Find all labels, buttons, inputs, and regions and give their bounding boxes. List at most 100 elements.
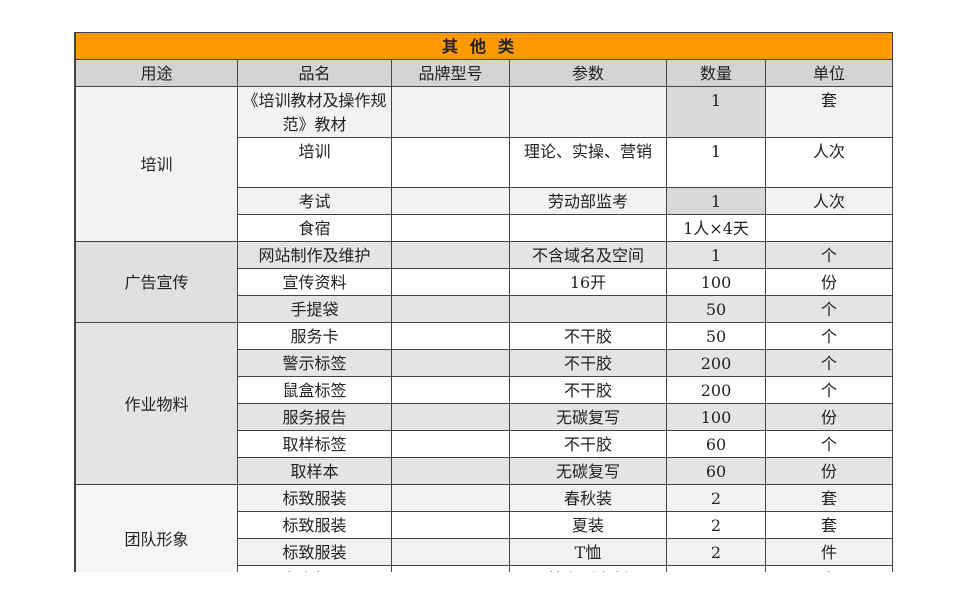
header-item: 品名 [237, 59, 392, 87]
table-row: 取样标签 不干胶 60 个 [76, 430, 892, 458]
unit-cell: 个 [764, 349, 892, 377]
brand-cell [391, 137, 510, 188]
unit-cell: 个 [764, 376, 892, 404]
brand-cell [391, 376, 510, 404]
table-row: 团队形象 标致服装 春秋装 2 套 [75, 484, 892, 572]
brand-cell [391, 268, 510, 296]
param-cell: 按车型定制 [509, 565, 667, 572]
param-cell: 春秋装 [509, 484, 667, 512]
item-cell: 食宿 [237, 214, 392, 242]
brand-cell [391, 430, 510, 458]
unit-cell: 个 [764, 322, 892, 350]
unit-cell: 套 [764, 484, 892, 512]
header-unit: 单位 [764, 59, 892, 87]
table-row: 考试 劳动部监考 1 人次 [76, 187, 892, 215]
unit-cell: 套 [764, 86, 892, 138]
brand-cell [391, 484, 510, 512]
qty-cell: 1 [666, 137, 766, 188]
table-row: 取样本 无碳复写 60 份 [76, 457, 892, 485]
qty-cell: 60 [666, 430, 766, 458]
table-row: 作业物料 服务卡 不干胶 50 个 [75, 322, 892, 485]
item-cell: 取样本 [237, 457, 392, 485]
param-cell: 夏装 [509, 511, 667, 539]
brand-cell [391, 86, 510, 138]
param-cell: 不干胶 [509, 376, 667, 404]
param-cell [509, 214, 667, 242]
unit-cell: 件 [764, 538, 892, 566]
item-cell: 网站制作及维护 [237, 241, 392, 269]
header-brand: 品牌型号 [391, 59, 510, 87]
brand-cell [391, 403, 510, 431]
qty-cell: 1人×4天 [666, 214, 766, 242]
brand-cell [391, 511, 510, 539]
table-row: 警示标签 不干胶 200 个 [76, 349, 892, 377]
unit-cell: 套 [764, 565, 892, 572]
qty-cell: 1 [666, 565, 766, 572]
qty-cell: 60 [666, 457, 766, 485]
param-cell: 不干胶 [509, 322, 667, 350]
unit-cell: 人次 [764, 137, 892, 188]
brand-cell [391, 214, 510, 242]
unit-cell [764, 214, 892, 242]
item-cell: 警示标签 [237, 349, 392, 377]
brand-cell [391, 349, 510, 377]
table-row: 宣传资料 16开 100 份 [76, 268, 892, 296]
table-row: 服务报告 无碳复写 100 份 [76, 403, 892, 431]
param-cell: 劳动部监考 [509, 187, 667, 215]
item-cell: 标致服装 [237, 484, 392, 512]
header-usage: 用途 [75, 59, 238, 87]
param-cell: 16开 [509, 268, 667, 296]
item-cell: 标致服装 [237, 538, 392, 566]
param-cell: 不干胶 [509, 430, 667, 458]
table-row: 鼠盒标签 不干胶 200 个 [76, 376, 892, 404]
group-usage-cell: 作业物料 [75, 322, 238, 485]
group-usage-cell: 广告宣传 [75, 241, 238, 323]
qty-cell: 2 [666, 511, 766, 539]
qty-cell: 100 [666, 403, 766, 431]
unit-cell: 套 [764, 511, 892, 539]
brand-cell [391, 241, 510, 269]
unit-cell: 个 [764, 241, 892, 269]
brand-cell [391, 565, 510, 572]
qty-cell: 1 [666, 241, 766, 269]
unit-cell: 份 [764, 268, 892, 296]
item-cell: 培训 [237, 137, 392, 188]
unit-cell: 份 [764, 403, 892, 431]
header-qty: 数量 [666, 59, 766, 87]
param-cell: 无碳复写 [509, 457, 667, 485]
item-cell: 宣传资料 [237, 268, 392, 296]
qty-cell: 2 [666, 484, 766, 512]
qty-cell: 50 [666, 322, 766, 350]
brand-cell [391, 295, 510, 323]
qty-cell: 200 [666, 349, 766, 377]
brand-cell [391, 322, 510, 350]
param-cell [509, 295, 667, 323]
item-cell: 《培训教材及操作规范》教材 [237, 86, 392, 138]
param-cell: 理论、实操、营销 [509, 137, 667, 188]
header-param: 参数 [509, 59, 667, 87]
table-row: 车身标示 按车型定制1套 [76, 565, 892, 572]
table-row: 培训 理论、实操、营销 1 人次 [76, 137, 892, 188]
table-row: 手提袋 50 个 [76, 295, 892, 323]
qty-cell: 1 [666, 187, 766, 215]
item-cell: 取样标签 [237, 430, 392, 458]
table-row: 标致服装 T恤 2 件 [76, 538, 892, 566]
qty-cell: 1 [666, 86, 766, 138]
param-cell: 无碳复写 [509, 403, 667, 431]
item-cell: 鼠盒标签 [237, 376, 392, 404]
brand-cell [391, 457, 510, 485]
spreadsheet-table: 其他类 用途 品名 品牌型号 参数 数量 单位 培训 《培训教材及操作规范》教材 1… [74, 32, 893, 572]
group-usage-cell: 团队形象 [75, 484, 238, 572]
param-cell [509, 86, 667, 138]
item-cell: 手提袋 [237, 295, 392, 323]
qty-cell: 100 [666, 268, 766, 296]
qty-cell: 2 [666, 538, 766, 566]
table-row: 培训 《培训教材及操作规范》教材 1 套 [75, 86, 892, 242]
item-cell: 标致服装 [237, 511, 392, 539]
group-usage-cell: 培训 [75, 86, 238, 242]
header-row: 用途 品名 品牌型号 参数 数量 单位 [75, 59, 892, 87]
qty-cell: 200 [666, 376, 766, 404]
item-cell: 服务卡 [237, 322, 392, 350]
qty-cell: 50 [666, 295, 766, 323]
table-title-row: 其他类 [75, 32, 892, 60]
